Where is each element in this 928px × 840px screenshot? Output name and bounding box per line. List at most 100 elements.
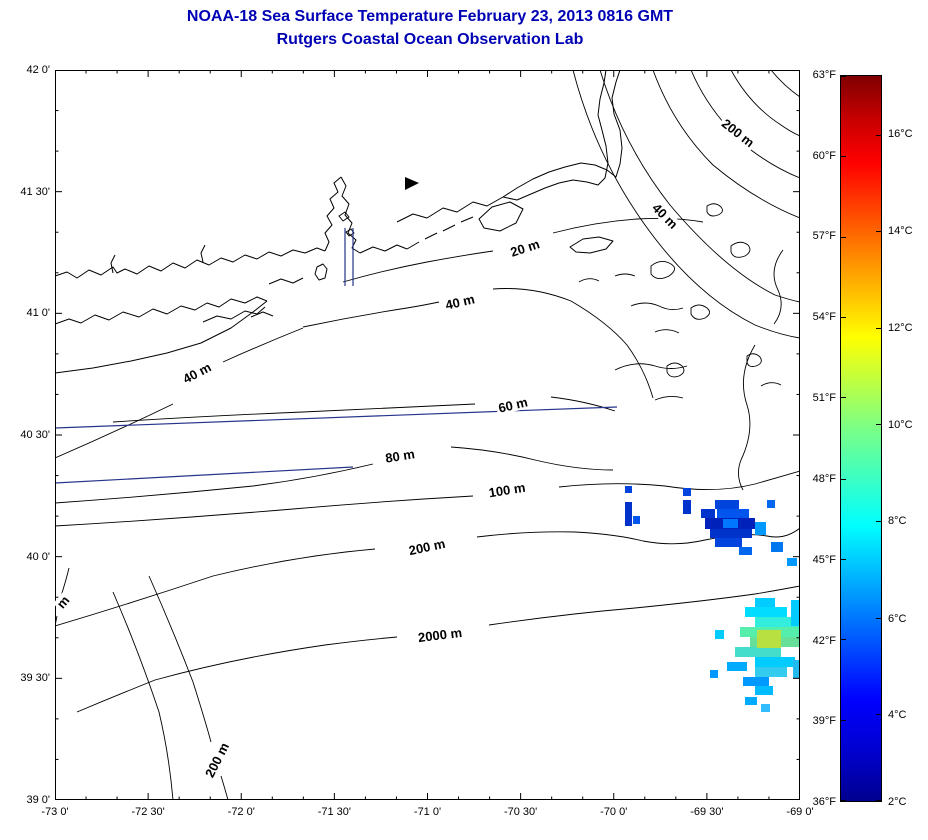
colorbar-celsius-label: 2°C: [888, 796, 907, 808]
sst-pixel-patch: [701, 509, 715, 518]
colorbar-fahrenheit-label: 36°F: [812, 796, 836, 808]
island-marthas-vineyard: [478, 201, 524, 232]
colorbar-celsius-label: 16°C: [888, 127, 913, 140]
colorbar-celsius-label: 10°C: [888, 418, 913, 431]
shoal-3: [730, 241, 751, 258]
section-line-2: [55, 466, 354, 484]
contour-40m-left-b: [222, 327, 304, 363]
contour-100m-east: [558, 470, 800, 490]
colorbar-tick: [841, 76, 846, 77]
shoal-8: [654, 329, 680, 334]
colorbar-celsius-label: 4°C: [888, 709, 907, 722]
y-axis-tick-label: 39 0': [26, 794, 50, 806]
shoal-2: [690, 304, 710, 320]
sst-pixel-patch: [755, 522, 766, 535]
colorbar-fahrenheit-label: 45°F: [812, 553, 836, 566]
sst-pixel-patch: [745, 607, 787, 617]
contour-200m-sw-b: [220, 775, 229, 800]
contour-200m-sw-a: [148, 575, 212, 743]
shoal-12: [654, 395, 684, 401]
contour-gsc-40m-b: [572, 70, 800, 339]
colorbar-tick: [876, 230, 881, 232]
contour-40m-mid-east: [492, 288, 654, 399]
colorbar-tick: [876, 424, 881, 426]
x-axis-tick-label: -69 0': [786, 806, 814, 818]
elizabeth-islands-1: [406, 241, 420, 250]
sst-pixel-patch: [723, 519, 738, 528]
colorbar-celsius-label: 12°C: [888, 321, 913, 334]
coastline-group: [55, 70, 623, 374]
contour-60m-east: [550, 396, 616, 412]
coastline-narragansett-west: [324, 176, 342, 252]
sst-pixel-patch: [710, 670, 718, 678]
contour-80m-east: [450, 446, 614, 471]
colorbar-tick: [876, 327, 881, 329]
shoal-6: [706, 203, 723, 217]
colorbar-celsius-label: 14°C: [888, 224, 913, 237]
colorbar-tick: [841, 478, 846, 480]
colorbar: [840, 75, 882, 802]
y-axis-tick-label: 41 0': [26, 307, 50, 320]
colorbar-fahrenheit-label: 39°F: [812, 715, 836, 728]
sst-patch-group: [625, 486, 800, 712]
sst-pixel-patch: [625, 502, 632, 526]
contour-40m-left-a: [55, 403, 174, 459]
coastline-long-island-south-shore: [55, 300, 268, 374]
colorbar-tick: [841, 236, 846, 238]
coastline-ri-ma: [359, 244, 408, 254]
coastline-long-island-north-shore: [55, 296, 268, 325]
shoal-7: [630, 302, 684, 311]
page-subtitle: Rutgers Coastal Ocean Observation Lab: [276, 31, 584, 48]
sst-pixel-patch: [683, 488, 691, 496]
sst-pixel-patch: [771, 542, 783, 552]
coastline-narragansett-east: [340, 176, 361, 254]
island-small-east: [250, 311, 274, 318]
sst-pixel-patch: [787, 558, 797, 566]
sst-pixel-patch: [745, 697, 757, 705]
sst-pixel-patch: [717, 509, 749, 518]
shoal-13: [760, 382, 782, 387]
contour-20m-west: [342, 250, 494, 283]
map-canvas: [55, 70, 800, 800]
shoal-11: [614, 363, 688, 371]
colorbar-tick: [841, 156, 846, 158]
y-axis-tick-label: 40 30': [20, 429, 50, 441]
sst-pixel-patch: [755, 598, 775, 607]
sst-pixel-patch: [625, 486, 632, 493]
sst-pixel-patch: [710, 529, 752, 538]
x-axis-tick-label: -70 30': [503, 806, 538, 818]
colorbar-tick: [876, 520, 881, 522]
shoal-10: [578, 278, 600, 283]
sst-pixel-patch: [739, 547, 752, 555]
colorbar-tick: [876, 800, 881, 801]
island-block: [314, 263, 328, 281]
coastline-buzzards-north: [396, 196, 504, 223]
colorbar-tick: [841, 558, 846, 560]
colorbar-celsius-label: 8°C: [888, 515, 907, 528]
x-axis-tick-label: -73 0': [41, 806, 69, 818]
colorbar-fahrenheit-label: 60°F: [812, 149, 836, 162]
colorbar-tick: [841, 719, 846, 721]
colorbar-tick: [841, 317, 846, 319]
section-line-1: [55, 406, 618, 429]
sst-pixel-patch: [755, 667, 787, 677]
sst-pixel-patch: [755, 657, 795, 667]
shoal-5: [746, 353, 762, 367]
arrow-marker: [405, 177, 419, 190]
sst-pixel-patch: [757, 630, 781, 648]
y-axis-tick-label: 41 30': [20, 185, 50, 198]
colorbar-tick: [841, 397, 846, 399]
contour-200m-sw-parallel: [112, 591, 174, 800]
colorbar-tick: [841, 800, 846, 801]
sst-pixel-patch: [715, 630, 724, 639]
contour-georges-3: [730, 70, 800, 137]
sst-pixel-patch: [633, 516, 640, 524]
sst-pixel-patch: [791, 600, 800, 626]
sst-pixel-patch: [715, 500, 739, 509]
elizabeth-islands-3: [442, 224, 456, 232]
contour-gsc-40m-a: [599, 70, 800, 303]
x-axis-tick-label: -71 30': [317, 806, 352, 818]
colorbar-tick: [876, 617, 881, 619]
y-axis-tick-label: 40 0': [26, 550, 50, 563]
